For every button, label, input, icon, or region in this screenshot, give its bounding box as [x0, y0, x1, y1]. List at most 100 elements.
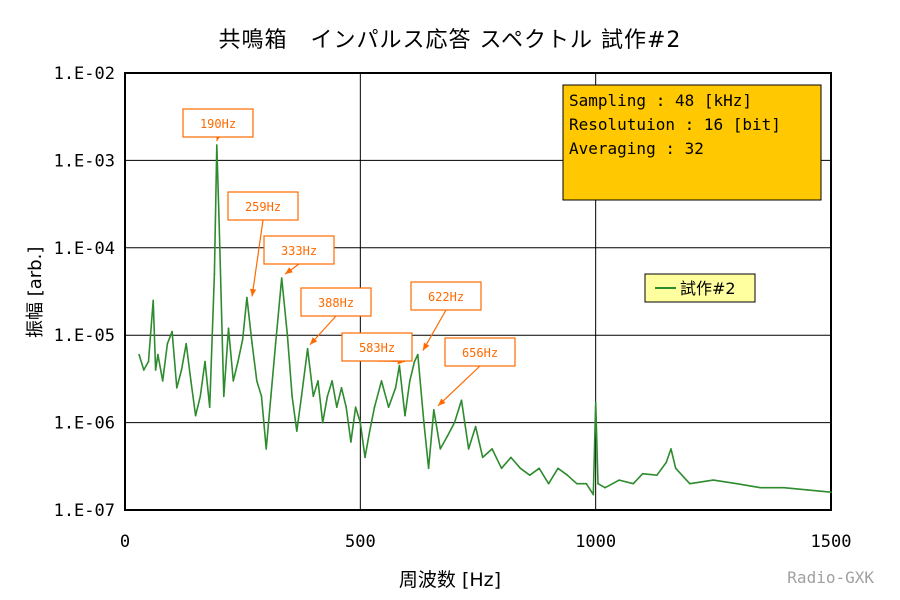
- data-point: [491, 448, 493, 450]
- data-point: [759, 486, 762, 489]
- data-point: [592, 493, 595, 496]
- x-tick-label: 1500: [811, 532, 852, 552]
- annotation-box: [300, 287, 372, 317]
- data-point: [213, 273, 216, 275]
- annotation-arrowhead: [285, 267, 293, 275]
- data-point: [453, 421, 456, 424]
- data-point: [241, 338, 244, 340]
- data-point: [604, 486, 606, 489]
- data-point: [340, 387, 343, 389]
- data-point: [510, 456, 512, 459]
- data-point: [394, 387, 397, 389]
- data-point: [260, 395, 263, 398]
- x-tick-label: 0: [120, 532, 130, 552]
- data-point: [190, 380, 192, 382]
- data-point: [336, 406, 338, 409]
- data-point: [237, 360, 239, 363]
- x-tick-label: 500: [345, 532, 376, 552]
- data-point: [251, 342, 253, 345]
- data-point: [194, 414, 197, 417]
- data-point: [547, 482, 550, 485]
- data-point: [345, 406, 348, 409]
- data-point: [255, 380, 258, 382]
- info-line-sampling: Sampling : 48 [kHz]: [569, 91, 752, 110]
- data-point: [265, 448, 268, 450]
- y-tick-label: 1.E-03: [54, 151, 115, 171]
- data-point: [161, 380, 164, 382]
- annotation-label: 388Hz: [318, 296, 354, 310]
- data-point: [413, 360, 416, 363]
- info-line-resolution: Resolutuion : 16 [bit]: [569, 115, 781, 134]
- data-point: [656, 474, 658, 477]
- data-point: [154, 369, 157, 371]
- data-point: [152, 299, 155, 302]
- data-point: [204, 360, 206, 363]
- data-point: [171, 330, 173, 333]
- y-tick-label: 1.E-04: [54, 239, 115, 259]
- peak-annotations: 190Hz 259Hz 333Hz 388Hz 583Hz 622Hz 656Hz: [182, 108, 516, 407]
- data-point: [185, 342, 187, 345]
- info-box-background: [562, 84, 822, 201]
- data-point: [481, 456, 484, 459]
- data-point: [373, 406, 376, 409]
- info-box: Sampling : 48 [kHz] Resolutuion : 16 [bi…: [562, 84, 822, 201]
- data-point: [439, 448, 442, 450]
- data-point: [528, 474, 531, 477]
- data-point: [166, 342, 169, 345]
- data-point: [446, 435, 449, 437]
- data-point: [317, 380, 319, 382]
- data-point: [830, 491, 832, 493]
- annotation-box: [410, 281, 482, 311]
- data-point: [408, 380, 411, 382]
- annotation-box: [182, 108, 254, 138]
- data-point: [306, 347, 309, 350]
- data-point: [295, 430, 298, 432]
- data-point: [416, 353, 419, 356]
- data-point: [380, 380, 383, 382]
- data-point: [157, 353, 159, 356]
- data-point: [286, 334, 289, 337]
- info-line-averaging: Averaging : 32: [569, 139, 704, 158]
- data-point: [246, 296, 248, 299]
- data-point: [519, 467, 522, 470]
- y-tick-label: 1.E-07: [54, 501, 115, 521]
- data-point: [674, 467, 677, 470]
- data-point: [232, 380, 235, 382]
- annotation-arrowhead: [438, 398, 446, 406]
- legend-label: 試作#2: [680, 279, 736, 298]
- annotation-arrowhead: [422, 342, 430, 351]
- data-point: [199, 395, 202, 398]
- data-point: [326, 395, 329, 398]
- data-point: [398, 364, 401, 367]
- data-point: [208, 406, 211, 409]
- annotation-label: 259Hz: [245, 200, 281, 214]
- annotation-arrowhead: [250, 288, 257, 297]
- data-point: [138, 353, 140, 356]
- annotation-pointer: [437, 365, 481, 407]
- data-point: [557, 467, 559, 470]
- series-group: [138, 144, 832, 496]
- data-point: [270, 395, 272, 398]
- y-tick-label: 1.E-05: [54, 326, 115, 346]
- data-point: [474, 425, 477, 428]
- annotation-box: [263, 235, 335, 265]
- data-point: [321, 421, 324, 424]
- data-point: [538, 467, 540, 470]
- data-point: [585, 482, 588, 485]
- data-point: [641, 472, 644, 475]
- data-point: [147, 360, 150, 363]
- annotation-label: 656Hz: [462, 346, 498, 360]
- annotation-label: 190Hz: [200, 117, 236, 131]
- data-point: [359, 421, 362, 424]
- data-point: [500, 467, 503, 470]
- data-point: [404, 414, 406, 417]
- axis-ticks: 1.E-02 1.E-03 1.E-04 1.E-05 1.E-06 1.E-070 500…: [54, 64, 852, 552]
- data-point: [689, 482, 691, 485]
- y-tick-label: 1.E-06: [54, 414, 115, 434]
- x-tick-label: 1000: [575, 532, 616, 552]
- data-point: [467, 448, 470, 450]
- data-point: [274, 342, 277, 345]
- data-point: [712, 479, 715, 481]
- data-point: [180, 369, 183, 371]
